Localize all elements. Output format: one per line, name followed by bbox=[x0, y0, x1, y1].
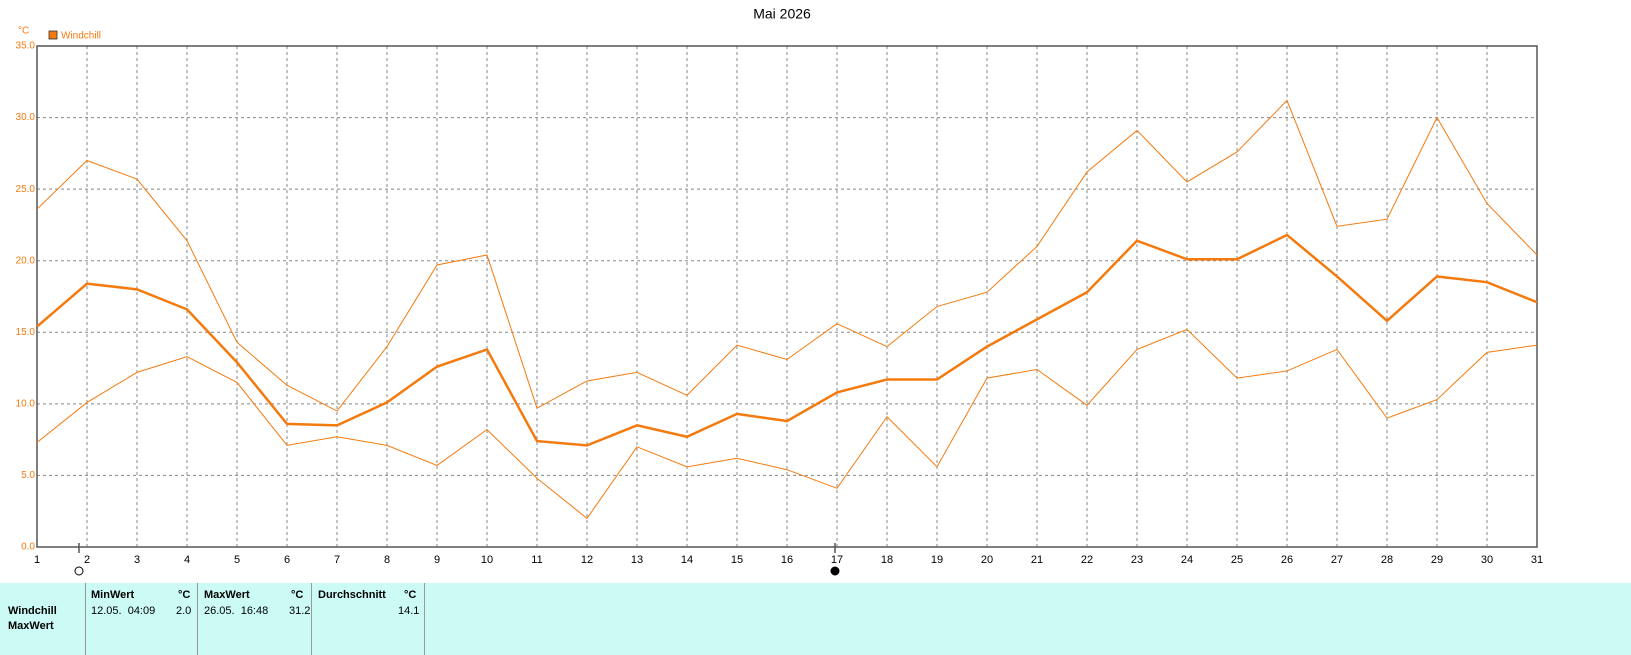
header: Durchschnitt bbox=[318, 589, 386, 601]
header: °C bbox=[291, 589, 304, 601]
x-tick-label: 5 bbox=[234, 554, 240, 566]
moon-icon bbox=[830, 566, 840, 576]
x-tick-label: 23 bbox=[1131, 554, 1143, 566]
x-tick-label: 8 bbox=[384, 554, 390, 566]
column-separator bbox=[197, 583, 198, 655]
x-tick-label: 7 bbox=[334, 554, 340, 566]
y-tick-label: 35.0 bbox=[16, 41, 36, 52]
x-tick-label: 2 bbox=[84, 554, 90, 566]
header: °C bbox=[404, 589, 417, 601]
plot-border bbox=[36, 45, 1538, 548]
chart-title: Mai 2026 bbox=[753, 6, 811, 22]
x-tick-label: 14 bbox=[681, 554, 693, 566]
header: MaxWert bbox=[204, 589, 250, 601]
column-separator bbox=[424, 583, 425, 655]
row-label: Windchill bbox=[8, 605, 57, 617]
x-tick-label: 6 bbox=[284, 554, 290, 566]
y-tick-label: 0.0 bbox=[21, 542, 35, 553]
plot-area bbox=[37, 46, 1537, 547]
row-label: MaxWert bbox=[8, 620, 54, 632]
x-tick-label: 22 bbox=[1081, 554, 1093, 566]
min-line bbox=[36, 328, 1538, 520]
stats-table: MinWert °C MaxWert °C Durchschnitt °C Wi… bbox=[0, 583, 1631, 655]
x-tick-label: 18 bbox=[881, 554, 893, 566]
x-tick-label: 17 bbox=[831, 554, 843, 566]
legend-label: Windchill bbox=[61, 31, 101, 42]
x-tick-label: 20 bbox=[981, 554, 993, 566]
x-tick-label: 27 bbox=[1331, 554, 1343, 566]
x-tick-label: 9 bbox=[434, 554, 440, 566]
x-tick-label: 30 bbox=[1481, 554, 1493, 566]
column-separator bbox=[311, 583, 312, 655]
x-tick-label: 21 bbox=[1031, 554, 1043, 566]
x-tick-label: 1 bbox=[34, 554, 40, 566]
header: °C bbox=[178, 589, 191, 601]
header: MinWert bbox=[91, 589, 135, 601]
y-tick-label: 10.0 bbox=[16, 398, 36, 409]
x-tick-label: 4 bbox=[184, 554, 190, 566]
y-tick-label: 5.0 bbox=[21, 470, 35, 481]
y-tick-label: 30.0 bbox=[16, 112, 36, 123]
column-separator bbox=[85, 583, 86, 655]
y-tick-label: 25.0 bbox=[16, 184, 36, 195]
cell: 31.2 bbox=[289, 605, 311, 617]
x-tick-label: 11 bbox=[531, 554, 542, 566]
avg-line bbox=[36, 233, 1538, 447]
x-tick-label: 15 bbox=[731, 554, 743, 566]
cell: 26.05. 16:48 bbox=[204, 605, 269, 617]
y-tick-label: 15.0 bbox=[16, 327, 36, 338]
cell: 14.1 bbox=[398, 605, 420, 617]
x-tick-label: 12 bbox=[581, 554, 593, 566]
x-tick-label: 16 bbox=[781, 554, 793, 566]
x-tick-label: 31 bbox=[1531, 554, 1543, 566]
y-axis-unit: °C bbox=[18, 26, 29, 37]
x-tick-label: 19 bbox=[931, 554, 943, 566]
cell: 12.05. 04:09 bbox=[91, 605, 156, 617]
cell: 2.0 bbox=[176, 605, 192, 617]
x-tick-label: 10 bbox=[481, 554, 493, 566]
legend-swatch bbox=[48, 30, 58, 40]
x-tick-label: 29 bbox=[1431, 554, 1443, 566]
x-tick-label: 26 bbox=[1281, 554, 1293, 566]
x-tick-label: 25 bbox=[1231, 554, 1243, 566]
max-line bbox=[36, 99, 1538, 412]
x-tick-label: 13 bbox=[631, 554, 643, 566]
x-tick-label: 24 bbox=[1181, 554, 1193, 566]
moon-icon bbox=[74, 566, 84, 576]
chart: Mai 2026 °C 0.05.010.015.020.025.030.035… bbox=[16, 6, 1543, 576]
x-tick-label: 3 bbox=[134, 554, 140, 566]
x-tick-label: 28 bbox=[1381, 554, 1393, 566]
y-tick-label: 20.0 bbox=[16, 255, 36, 266]
